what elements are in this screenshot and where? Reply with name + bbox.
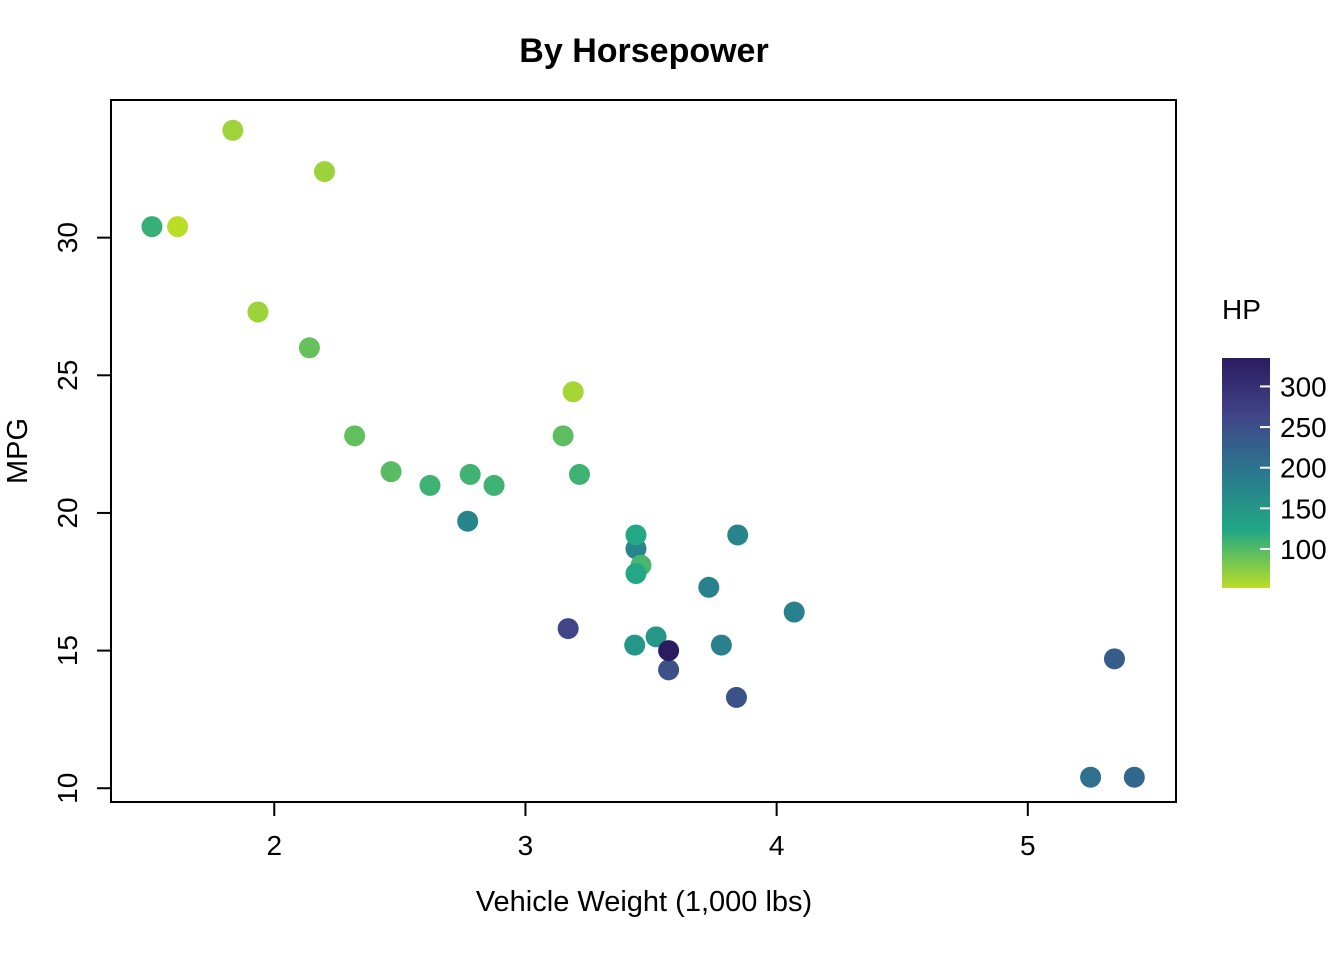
data-point: [459, 463, 481, 485]
data-point: [314, 161, 336, 183]
data-point: [625, 524, 647, 546]
legend-tick-label: 150: [1280, 493, 1327, 524]
data-point: [624, 634, 646, 656]
data-points: [141, 119, 1145, 788]
y-axis: 10 15 20 25 30: [52, 222, 112, 804]
data-point: [298, 337, 320, 359]
y-tick-label: 25: [52, 360, 83, 391]
data-point: [1123, 766, 1145, 788]
data-point: [658, 659, 680, 681]
y-axis-label: MPG: [2, 418, 34, 484]
data-point: [645, 626, 667, 648]
data-point: [380, 461, 402, 483]
y-tick-label: 15: [52, 635, 83, 666]
data-point: [222, 119, 244, 141]
data-point: [483, 474, 505, 496]
x-tick-label: 5: [1020, 830, 1036, 861]
legend-tick-label: 100: [1280, 534, 1327, 565]
data-point: [710, 634, 732, 656]
legend-title: HP: [1222, 294, 1261, 325]
data-point: [698, 576, 720, 598]
data-point: [1080, 766, 1102, 788]
plot-frame: [110, 99, 1177, 803]
data-point: [725, 686, 747, 708]
y-tick-label: 10: [52, 773, 83, 804]
legend-colorbar: [1222, 358, 1270, 588]
x-tick-label: 2: [266, 830, 282, 861]
data-point: [625, 563, 647, 585]
data-point: [557, 618, 579, 640]
legend-ticks: 100 150 200 250 300: [1260, 371, 1327, 565]
data-point: [727, 524, 749, 546]
y-tick-label: 20: [52, 497, 83, 528]
x-axis-label: Vehicle Weight (1,000 lbs): [476, 886, 812, 918]
data-point: [247, 301, 269, 323]
chart-title: By Horsepower: [519, 32, 768, 70]
x-tick-label: 4: [769, 830, 785, 861]
data-point: [568, 463, 590, 485]
data-point: [141, 216, 163, 238]
x-tick-label: 3: [518, 830, 534, 861]
data-point: [344, 425, 366, 447]
legend-tick-label: 200: [1280, 453, 1327, 484]
data-point: [658, 640, 680, 662]
data-point: [783, 601, 805, 623]
data-point: [562, 381, 584, 403]
data-point: [419, 474, 441, 496]
hp-legend: HP 100 150 200 250 300: [1222, 294, 1327, 588]
legend-tick-label: 250: [1280, 412, 1327, 443]
x-axis: 2 3 4 5: [266, 801, 1036, 861]
data-point: [457, 510, 479, 532]
data-point: [552, 425, 574, 447]
legend-tick-label: 300: [1280, 371, 1327, 402]
data-point: [1103, 648, 1125, 670]
data-point: [167, 216, 189, 238]
y-tick-label: 30: [52, 222, 83, 253]
